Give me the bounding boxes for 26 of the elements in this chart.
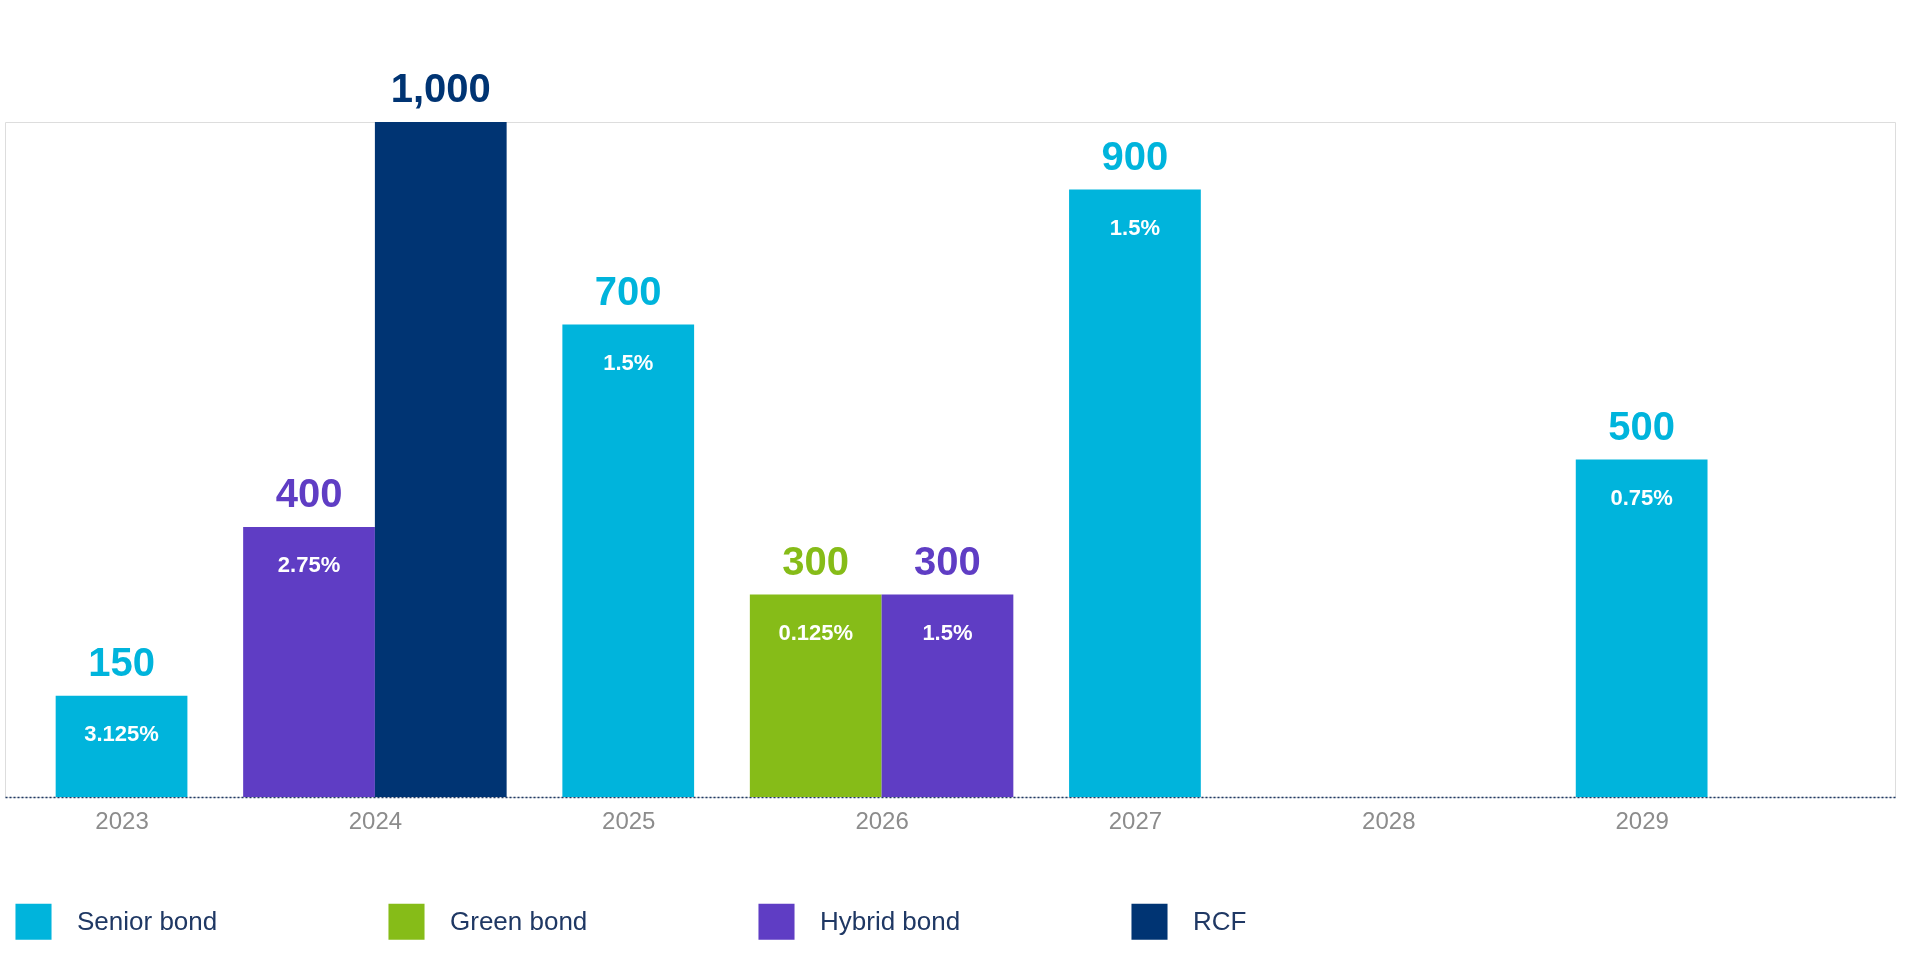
legend-label: RCF	[1193, 905, 1247, 936]
x-tick-label: 2025	[602, 806, 656, 834]
data-label: 150	[88, 639, 155, 684]
data-label: 700	[594, 268, 662, 313]
x-tick-label: 2028	[1362, 806, 1416, 834]
x-tick-label: 2029	[1615, 806, 1669, 834]
data-label: 900	[1101, 133, 1169, 178]
annotation: 3.125%	[84, 720, 159, 746]
data-label: 1,000	[390, 66, 491, 110]
x-tick-label: 2027	[1108, 806, 1163, 834]
data-label: 500	[1608, 403, 1676, 448]
x-tick-label: 2023	[95, 806, 149, 834]
annotation: 0.75%	[1610, 484, 1673, 510]
x-tick-label: 2024	[348, 806, 403, 834]
annotation: 1.5%	[922, 619, 973, 645]
legend-label: Green bond	[450, 905, 588, 936]
data-label: 300	[914, 538, 981, 583]
annotation: 0.125%	[778, 619, 854, 645]
legend-label: Hybrid bond	[820, 905, 961, 936]
data-label: 400	[275, 471, 343, 515]
x-tick-label: 2026	[855, 806, 909, 834]
annotation: 2.75%	[277, 552, 341, 577]
annotation: 1.5%	[1109, 214, 1161, 240]
data-label: 300	[782, 538, 850, 583]
annotation: 1.5%	[603, 349, 654, 375]
legend-label: Senior bond	[77, 905, 218, 936]
